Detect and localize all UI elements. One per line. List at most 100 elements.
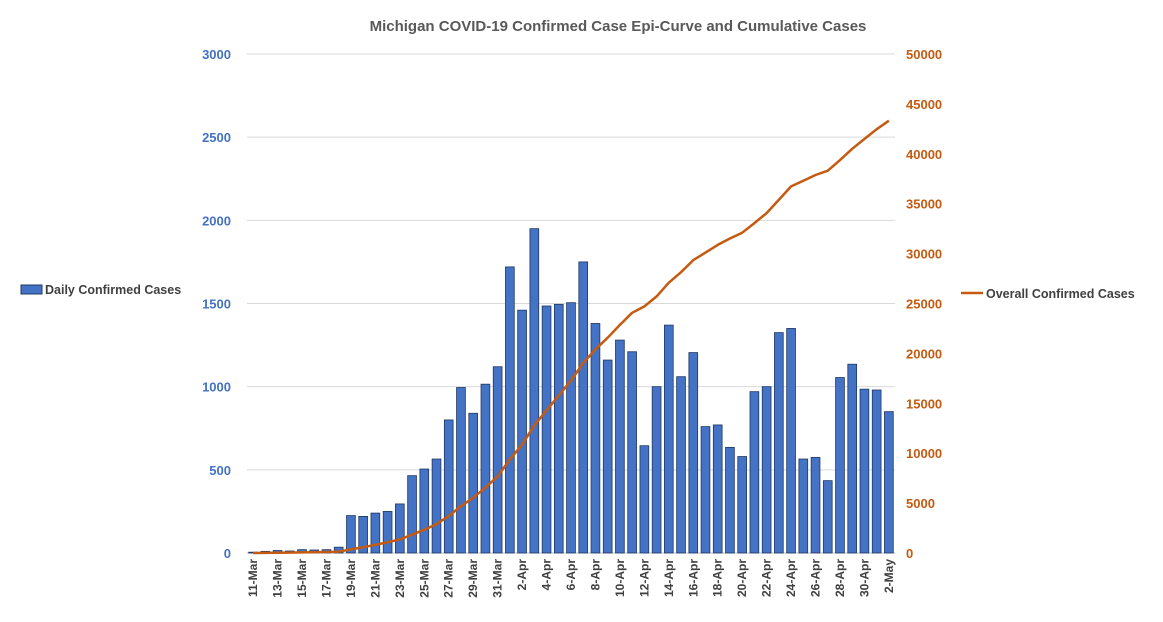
bar: [431, 458, 442, 554]
left-tick-label: 0: [224, 546, 231, 561]
x-tick-label: 28-Apr: [833, 559, 847, 597]
bar: [884, 411, 894, 554]
bar: [468, 412, 478, 554]
x-tick-label: 13-Mar: [271, 559, 285, 598]
bar: [700, 426, 711, 554]
bar: [822, 480, 833, 554]
bar: [358, 516, 368, 554]
x-tick-label: 26-Apr: [809, 559, 823, 597]
x-tick-label: 11-Mar: [246, 559, 260, 597]
x-tick-label: 12-Apr: [637, 559, 651, 597]
bar: [529, 228, 540, 554]
bar: [651, 386, 662, 554]
bar: [578, 261, 589, 554]
x-tick-label: 23-Mar: [393, 559, 407, 598]
bar: [541, 305, 552, 554]
bar: [443, 419, 454, 554]
bar: [810, 456, 821, 554]
bar: [382, 511, 393, 554]
bar-series: [248, 228, 894, 554]
right-tick-label: 30000: [906, 247, 942, 262]
left-axis-ticks: 0 500 1000 1500 2000 2500 3000: [202, 47, 231, 561]
bar: [566, 302, 576, 554]
x-tick-label: 22-Apr: [760, 559, 774, 597]
cumulative-line: [253, 119, 890, 555]
x-tick-label: 24-Apr: [784, 559, 798, 597]
x-tick-label: 20-Apr: [735, 559, 749, 597]
right-axis-ticks: 0 5000 10000 15000 20000 25000 30000 35000 40000…: [906, 47, 942, 561]
x-tick-label: 29-Mar: [466, 559, 480, 598]
right-tick-label: 0: [906, 546, 913, 561]
bar: [492, 366, 503, 554]
legend-daily: Daily Confirmed Cases: [20, 283, 181, 297]
bar: [590, 323, 601, 554]
bar: [835, 377, 845, 554]
legend-daily-label: Daily Confirmed Cases: [45, 283, 181, 297]
left-tick-label: 1000: [202, 380, 231, 395]
bar: [786, 328, 796, 554]
line-series: [253, 119, 890, 555]
bar: [639, 445, 650, 554]
bar: [419, 468, 430, 554]
x-tick-label: 19-Mar: [344, 559, 358, 598]
right-tick-label: 5000: [906, 496, 935, 511]
x-tick-label: 25-Mar: [417, 559, 431, 598]
x-tick-label: 16-Apr: [686, 559, 700, 597]
bar: [859, 388, 870, 554]
right-tick-label: 50000: [906, 47, 942, 62]
right-tick-label: 15000: [906, 396, 942, 411]
bar: [749, 391, 760, 554]
bar: [456, 387, 466, 554]
bar: [676, 376, 686, 554]
right-tick-label: 45000: [906, 97, 942, 112]
bar: [346, 515, 356, 554]
bar: [517, 309, 527, 554]
right-tick-label: 20000: [906, 346, 942, 361]
left-tick-label: 500: [209, 463, 231, 478]
x-tick-label: 18-Apr: [711, 559, 725, 597]
bar: [712, 424, 723, 554]
legend-daily-swatch: [20, 284, 43, 295]
right-tick-label: 10000: [906, 446, 942, 461]
chart-title: Michigan COVID-19 Confirmed Case Epi-Cur…: [370, 18, 867, 35]
bar: [602, 359, 613, 554]
x-tick-label: 17-Mar: [320, 559, 334, 598]
bar: [725, 446, 735, 554]
bar: [871, 389, 882, 554]
x-tick-label: 2-Apr: [515, 559, 529, 591]
bar: [480, 383, 491, 554]
bar: [407, 475, 417, 554]
x-tick-label: 4-Apr: [540, 559, 554, 591]
x-tick-label: 10-Apr: [613, 559, 627, 597]
x-tick-label: 14-Apr: [662, 559, 676, 597]
x-axis-ticks: 11-Mar 13-Mar 15-Mar 17-Mar 19-Mar 21-Mar 23-M…: [246, 559, 896, 598]
right-tick-label: 40000: [906, 147, 942, 162]
x-tick-label: 6-Apr: [564, 559, 578, 591]
x-tick-label: 27-Mar: [442, 559, 456, 598]
bar: [370, 512, 381, 554]
right-tick-label: 25000: [906, 297, 942, 312]
right-tick-label: 35000: [906, 197, 942, 212]
legend-overall: Overall Confirmed Cases: [961, 287, 1135, 301]
x-tick-label: 8-Apr: [589, 559, 603, 591]
x-tick-label: 2-May: [882, 559, 896, 593]
bar: [847, 363, 858, 554]
left-tick-label: 2500: [202, 130, 231, 145]
legend-overall-label: Overall Confirmed Cases: [986, 287, 1135, 301]
bar: [627, 351, 637, 554]
left-tick-label: 1500: [202, 297, 231, 312]
bar: [395, 503, 405, 554]
x-tick-label: 15-Mar: [295, 559, 309, 598]
x-tick-label: 21-Mar: [368, 559, 382, 598]
left-tick-label: 3000: [202, 47, 231, 62]
bar: [615, 339, 625, 554]
bar: [798, 458, 809, 554]
bar: [505, 266, 515, 554]
bar: [774, 332, 784, 554]
left-tick-label: 2000: [202, 213, 231, 228]
bar: [737, 456, 747, 554]
bar: [688, 352, 699, 554]
x-tick-label: 30-Apr: [857, 559, 871, 597]
bar: [761, 386, 772, 554]
